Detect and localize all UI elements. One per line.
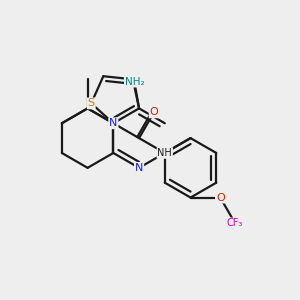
Text: O: O bbox=[216, 193, 225, 202]
Text: NH₂: NH₂ bbox=[125, 76, 144, 87]
Text: S: S bbox=[88, 98, 95, 108]
Text: CF₃: CF₃ bbox=[227, 218, 243, 228]
Text: NH: NH bbox=[158, 148, 172, 158]
Text: O: O bbox=[149, 107, 158, 117]
Text: N: N bbox=[135, 163, 143, 173]
Text: N: N bbox=[109, 118, 118, 128]
